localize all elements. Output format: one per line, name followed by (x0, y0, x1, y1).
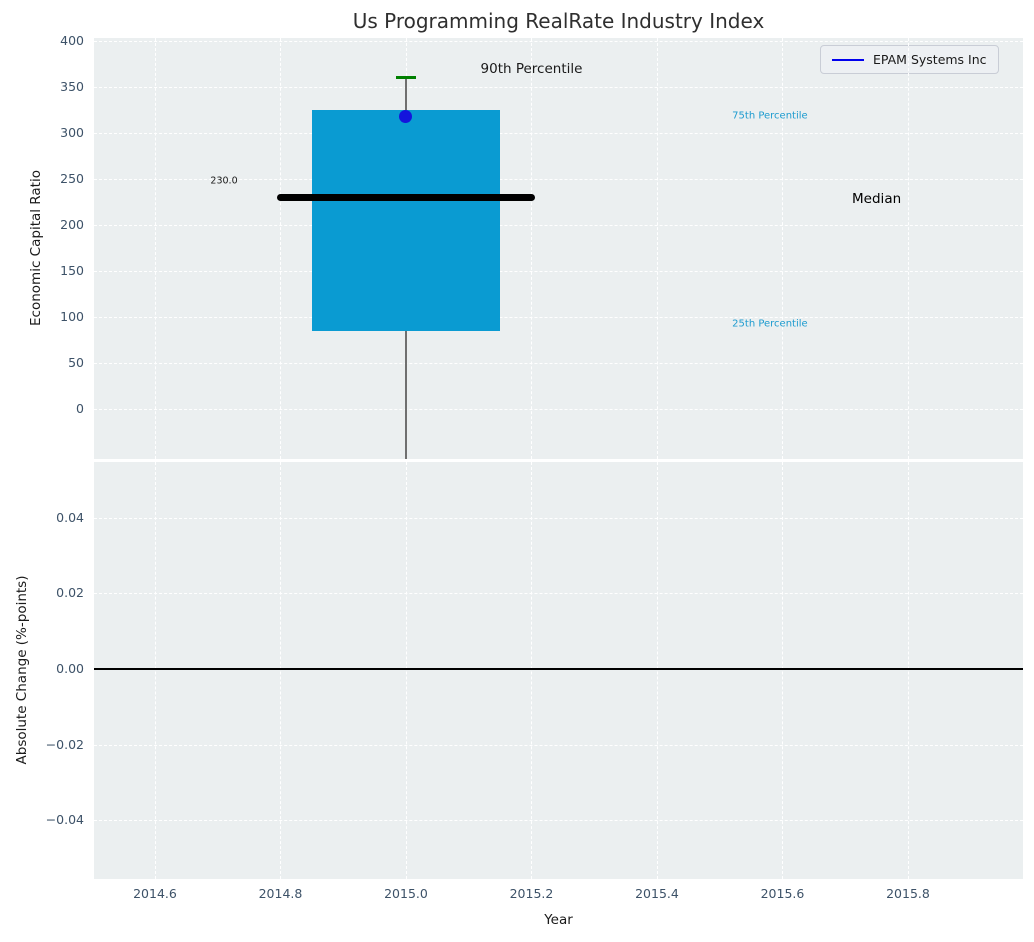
y-tick-label: 250 (60, 171, 84, 187)
gridline-y (94, 363, 1023, 365)
gridline-x (656, 462, 658, 879)
gridline-y (94, 133, 1023, 135)
p90-cap (395, 76, 416, 80)
y-tick-label: 50 (68, 355, 84, 371)
gridline-x (907, 462, 909, 879)
y-tick-label: 0.00 (56, 660, 84, 676)
gridline-x (280, 462, 282, 879)
x-tick-label: 2015.0 (384, 886, 428, 901)
median-line (277, 193, 535, 201)
gridline-y (94, 517, 1023, 519)
gridline-x (782, 38, 784, 459)
y-tick-label: −0.02 (45, 736, 84, 752)
gridline-x (154, 462, 156, 879)
gridline-y (94, 41, 1023, 43)
y-tick-label: 0 (76, 401, 84, 417)
x-tick-label: 2015.8 (886, 886, 930, 901)
x-tick-label: 2014.8 (258, 886, 303, 901)
gridline-x (531, 462, 533, 879)
annotation-median: Median (852, 191, 902, 208)
gridline-y (94, 317, 1023, 319)
gridline-x (280, 38, 282, 459)
x-tick-label: 2015.2 (509, 886, 554, 901)
x-tick-label: 2015.6 (760, 886, 805, 901)
y-tick-label: 400 (60, 33, 84, 49)
y-tick-label: 350 (60, 79, 84, 95)
x-tick-label: 2014.6 (133, 886, 177, 901)
y-tick-label: 0.04 (56, 509, 84, 525)
gridline-x (154, 38, 156, 459)
gridline-x (907, 38, 909, 459)
y-tick-label: 150 (60, 263, 84, 279)
legend: EPAM Systems Inc (820, 45, 999, 74)
y-axis-label-top: Economic Capital Ratio (28, 170, 44, 326)
gridline-y (94, 271, 1023, 273)
y-tick-label: 300 (60, 125, 84, 141)
y-tick-label: 0.02 (56, 585, 84, 601)
y-tick-label: 200 (60, 217, 84, 233)
iqr-box (311, 110, 501, 331)
gridline-y (94, 225, 1023, 227)
gridline-x (405, 462, 407, 879)
annotation-230-0: 230.0 (210, 175, 238, 187)
gridline-y (94, 820, 1023, 822)
zero-line (94, 667, 1023, 670)
gridline-y (94, 593, 1023, 595)
gridline-y (94, 179, 1023, 181)
legend-label: EPAM Systems Inc (873, 52, 987, 67)
gridline-x (531, 38, 533, 459)
bottom-subplot (94, 462, 1023, 879)
top-subplot (94, 38, 1023, 459)
y-tick-label: −0.04 (45, 812, 84, 828)
annotation-25th-percentile: 25th Percentile (732, 318, 808, 330)
chart-title: Us Programming RealRate Industry Index (352, 9, 765, 33)
company-marker-dot (399, 109, 413, 123)
gridline-x (656, 38, 658, 459)
x-tick-label: 2015.4 (635, 886, 679, 901)
gridline-y (94, 409, 1023, 411)
gridline-x (782, 462, 784, 879)
legend-line-icon (832, 58, 864, 61)
annotation-90th-percentile: 90th Percentile (480, 60, 583, 77)
y-tick-label: 100 (60, 309, 84, 325)
annotation-75th-percentile: 75th Percentile (732, 110, 808, 122)
x-axis-label: Year (544, 912, 573, 928)
gridline-y (94, 744, 1023, 746)
gridline-y (94, 87, 1023, 89)
